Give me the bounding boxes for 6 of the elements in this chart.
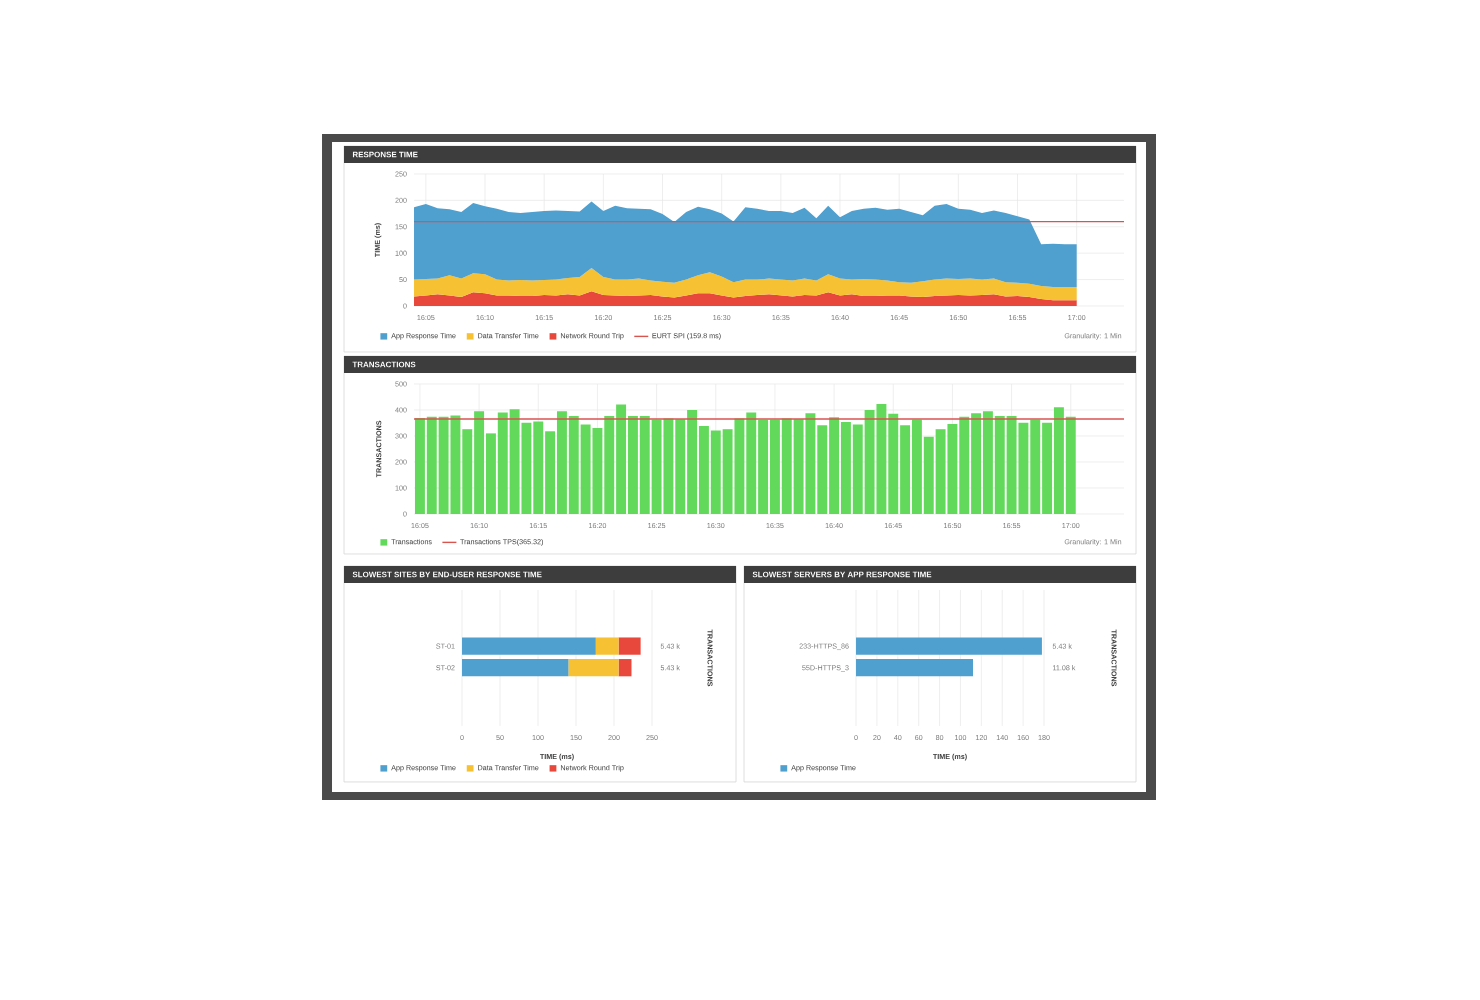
bar [618,659,632,677]
bar [462,637,596,655]
bar [568,659,619,677]
bar [462,659,569,677]
bar [595,637,619,655]
bar [618,637,641,655]
